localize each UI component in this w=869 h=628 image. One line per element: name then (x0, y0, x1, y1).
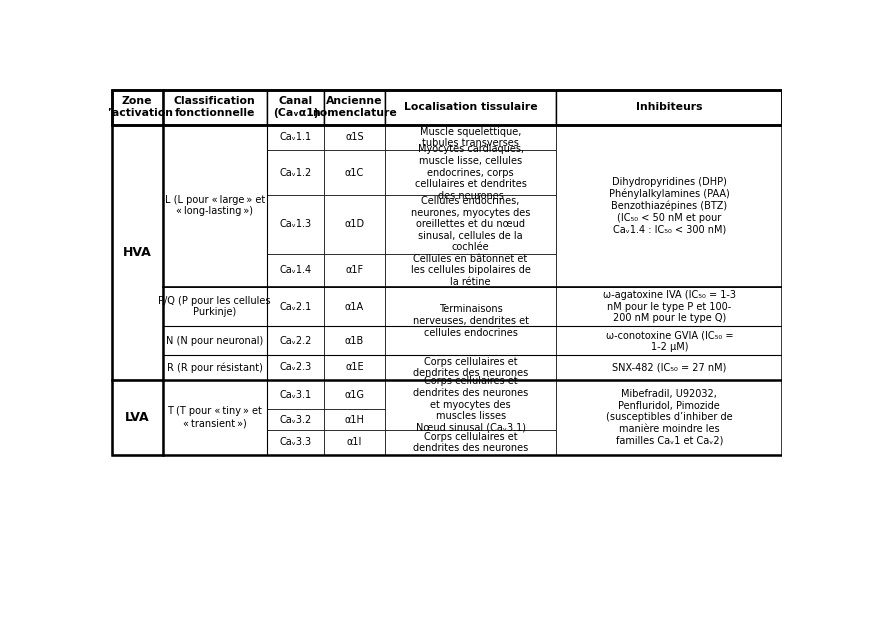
Text: α1I: α1I (347, 437, 362, 447)
Text: SNX-482 (IC₅₀ = 27 nM): SNX-482 (IC₅₀ = 27 nM) (612, 362, 726, 372)
Bar (324, 327, 385, 355)
Bar (385, 90, 556, 125)
Bar (385, 125, 556, 150)
Bar (556, 125, 782, 286)
Bar (112, 90, 163, 125)
Bar (556, 379, 782, 455)
Text: Localisation tissulaire: Localisation tissulaire (404, 102, 537, 112)
Bar (267, 90, 324, 125)
Bar (112, 90, 782, 125)
Bar (385, 195, 556, 254)
Bar (112, 379, 163, 455)
Bar (267, 150, 324, 195)
Text: α1F: α1F (345, 265, 363, 275)
Bar (324, 150, 385, 195)
Text: P/Q (P pour les cellules
Purkinje): P/Q (P pour les cellules Purkinje) (158, 296, 271, 317)
Bar (324, 90, 385, 125)
Text: R (R pour résistant): R (R pour résistant) (167, 362, 262, 372)
Text: T (T pour « tiny » et
« transient »): T (T pour « tiny » et « transient ») (167, 406, 262, 428)
Text: Caᵥ1.1: Caᵥ1.1 (280, 133, 312, 143)
Text: Mibefradil, U92032,
Penfluridol, Pimozide
(susceptibles d’inhiber de
manière moi: Mibefradil, U92032, Penfluridol, Pimozid… (606, 389, 733, 445)
Text: L (L pour « large » et
« long-lasting »): L (L pour « large » et « long-lasting ») (164, 195, 265, 217)
Text: Caᵥ2.1: Caᵥ2.1 (280, 301, 312, 311)
Bar (385, 430, 556, 455)
Text: Terminaisons
nerveuses, dendrites et
cellules endocrines: Terminaisons nerveuses, dendrites et cel… (413, 305, 528, 338)
Text: LVA: LVA (125, 411, 149, 424)
Bar (112, 125, 163, 379)
Bar (267, 254, 324, 286)
Text: α1A: α1A (345, 301, 364, 311)
Bar (385, 286, 556, 355)
Text: Inhibiteurs: Inhibiteurs (636, 102, 702, 112)
Text: α1C: α1C (345, 168, 364, 178)
Bar (324, 430, 385, 455)
Bar (267, 125, 324, 150)
Bar (324, 379, 385, 409)
Text: α1E: α1E (345, 362, 364, 372)
Bar (556, 90, 782, 125)
Bar (163, 379, 267, 455)
Bar (267, 355, 324, 379)
Text: α1H: α1H (344, 414, 364, 425)
Bar (163, 355, 267, 379)
Text: α1D: α1D (344, 219, 364, 229)
Text: Caᵥ1.3: Caᵥ1.3 (280, 219, 312, 229)
Bar (163, 327, 267, 355)
Bar (163, 90, 267, 125)
Text: Cellules endocrines,
neurones, myocytes des
oreillettes et du nœud
sinusal, cell: Cellules endocrines, neurones, myocytes … (411, 196, 530, 252)
Text: Zone
d’activation: Zone d’activation (101, 97, 174, 118)
Bar (385, 355, 556, 379)
Text: Dihydropyridines (DHP)
Phénylalkylamines (PAA)
Benzothiazépines (BTZ)
(IC₅₀ < 50: Dihydropyridines (DHP) Phénylalkylamines… (609, 177, 730, 234)
Text: HVA: HVA (123, 246, 151, 259)
Text: Caᵥ3.1: Caᵥ3.1 (280, 389, 312, 399)
Text: Caᵥ2.3: Caᵥ2.3 (280, 362, 312, 372)
Bar (163, 125, 267, 286)
Text: Muscle squelettique,
tubules transverses: Muscle squelettique, tubules transverses (420, 127, 521, 148)
Text: Corps cellulaires et
dendrites des neurones: Corps cellulaires et dendrites des neuro… (413, 357, 528, 378)
Bar (556, 327, 782, 355)
Text: Caᵥ3.2: Caᵥ3.2 (280, 414, 312, 425)
Bar (267, 327, 324, 355)
Bar (267, 379, 324, 409)
Text: Corps cellulaires et
dendrites des neurones
et myocytes des
muscles lisses
Nœud : Corps cellulaires et dendrites des neuro… (413, 376, 528, 433)
Bar (163, 286, 267, 327)
Bar (324, 409, 385, 430)
Bar (556, 286, 782, 327)
Bar (385, 150, 556, 195)
Text: α1B: α1B (345, 336, 364, 346)
Text: ω-conotoxine GVIA (IC₅₀ =
1-2 μM): ω-conotoxine GVIA (IC₅₀ = 1-2 μM) (606, 330, 733, 352)
Text: Canal
(Caᵥα1): Canal (Caᵥα1) (273, 97, 318, 118)
Text: Caᵥ1.4: Caᵥ1.4 (280, 265, 312, 275)
Bar (267, 430, 324, 455)
Text: Classification
fonctionnelle: Classification fonctionnelle (174, 97, 255, 118)
Bar (267, 409, 324, 430)
Text: Myocytes cardiaques,
muscle lisse, cellules
endocrines, corps
cellulaires et den: Myocytes cardiaques, muscle lisse, cellu… (415, 144, 527, 201)
Text: Caᵥ1.2: Caᵥ1.2 (280, 168, 312, 178)
Bar (267, 286, 324, 327)
Bar (112, 90, 782, 455)
Text: Ancienne
nomenclature: Ancienne nomenclature (312, 97, 397, 118)
Bar (556, 355, 782, 379)
Bar (385, 254, 556, 286)
Bar (324, 355, 385, 379)
Text: Corps cellulaires et
dendrites des neurones: Corps cellulaires et dendrites des neuro… (413, 431, 528, 453)
Text: N (N pour neuronal): N (N pour neuronal) (166, 336, 263, 346)
Text: Caᵥ2.2: Caᵥ2.2 (279, 336, 312, 346)
Bar (267, 195, 324, 254)
Text: α1G: α1G (344, 389, 364, 399)
Bar (324, 254, 385, 286)
Bar (324, 286, 385, 327)
Bar (385, 379, 556, 430)
Bar (324, 195, 385, 254)
Text: Caᵥ3.3: Caᵥ3.3 (280, 437, 312, 447)
Bar (324, 125, 385, 150)
Text: ω-agatoxine IVA (IC₅₀ = 1-3
nM pour le type P et 100-
200 nM pour le type Q): ω-agatoxine IVA (IC₅₀ = 1-3 nM pour le t… (603, 290, 736, 323)
Text: Cellules en bâtonnet et
les cellules bipolaires de
la rétine: Cellules en bâtonnet et les cellules bip… (411, 254, 531, 287)
Text: α1S: α1S (345, 133, 364, 143)
